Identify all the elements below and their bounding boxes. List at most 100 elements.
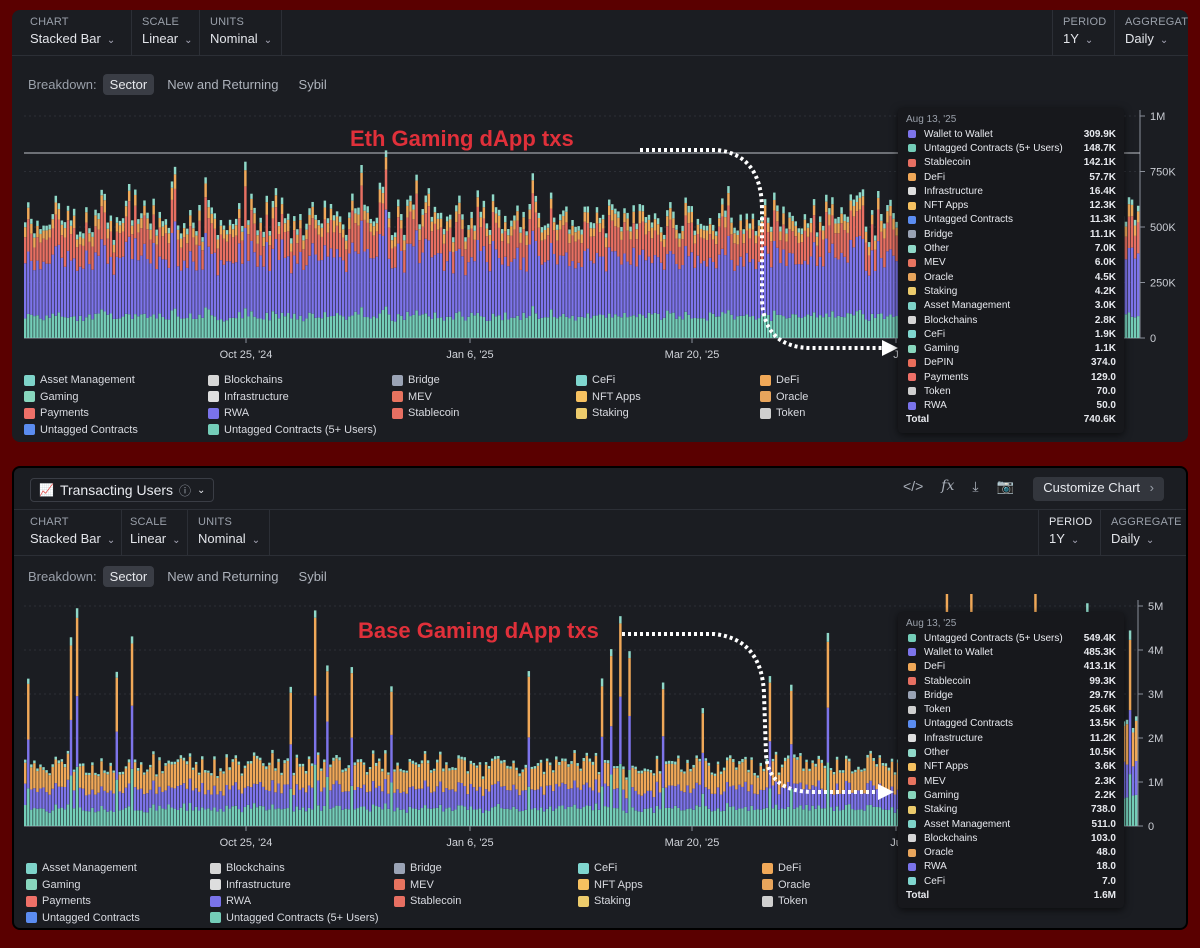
bar-segment-defi[interactable] bbox=[644, 222, 648, 235]
bar-segment-defi[interactable] bbox=[848, 761, 851, 783]
bar-segment-untagged_5plus[interactable] bbox=[522, 312, 525, 338]
bar-segment-stablecoin[interactable] bbox=[458, 214, 461, 249]
bar-segment-stablecoin[interactable] bbox=[121, 231, 125, 257]
bar-segment-wallet_to_wallet[interactable] bbox=[585, 782, 589, 806]
bar-segment-wallet_to_wallet[interactable] bbox=[516, 247, 519, 316]
bar-segment-other[interactable] bbox=[768, 676, 772, 683]
bar-segment-other[interactable] bbox=[136, 768, 140, 771]
bar-segment-untagged_5plus[interactable] bbox=[568, 318, 571, 338]
bar-segment-other[interactable] bbox=[63, 222, 67, 229]
bar-segment-wallet_to_wallet[interactable] bbox=[497, 781, 500, 804]
bar-segment-untagged_5plus[interactable] bbox=[530, 809, 534, 826]
bar-segment-stablecoin[interactable] bbox=[815, 245, 819, 266]
bar-segment-untagged_5plus[interactable] bbox=[527, 786, 531, 826]
bar-segment-other[interactable] bbox=[143, 200, 146, 206]
bar-segment-wallet_to_wallet[interactable] bbox=[595, 252, 599, 316]
bar-segment-other[interactable] bbox=[1125, 719, 1129, 725]
bar-segment-wallet_to_wallet[interactable] bbox=[433, 255, 437, 313]
bar-segment-wallet_to_wallet[interactable] bbox=[326, 256, 330, 317]
bar-segment-other[interactable] bbox=[283, 218, 287, 224]
bar-segment-untagged_5plus[interactable] bbox=[452, 319, 455, 338]
bar-segment-untagged_5plus[interactable] bbox=[607, 313, 611, 338]
bar-segment-wallet_to_wallet[interactable] bbox=[1130, 247, 1134, 317]
bar-segment-defi[interactable] bbox=[243, 768, 247, 788]
bar-segment-stablecoin[interactable] bbox=[589, 236, 593, 261]
bar-segment-wallet_to_wallet[interactable] bbox=[213, 252, 217, 317]
bar-segment-wallet_to_wallet[interactable] bbox=[515, 789, 518, 809]
bar-segment-defi[interactable] bbox=[310, 765, 314, 788]
bar-segment-wallet_to_wallet[interactable] bbox=[622, 789, 625, 811]
bar-segment-stablecoin[interactable] bbox=[488, 244, 492, 272]
bar-segment-other[interactable] bbox=[442, 228, 446, 235]
bar-segment-other[interactable] bbox=[796, 757, 799, 760]
bar-segment-other[interactable] bbox=[470, 211, 473, 219]
bar-segment-wallet_to_wallet[interactable] bbox=[561, 782, 564, 806]
bar-segment-defi[interactable] bbox=[877, 197, 880, 210]
bar-segment-defi[interactable] bbox=[843, 220, 846, 231]
bar-segment-other[interactable] bbox=[369, 218, 372, 224]
bar-segment-untagged_5plus[interactable] bbox=[133, 810, 137, 826]
bar-segment-defi[interactable] bbox=[849, 200, 852, 211]
bar-segment-other[interactable] bbox=[684, 197, 687, 203]
bar-segment-wallet_to_wallet[interactable] bbox=[127, 236, 131, 315]
bar-segment-untagged_5plus[interactable] bbox=[780, 808, 784, 826]
bar-segment-other[interactable] bbox=[338, 216, 342, 223]
bar-segment-stablecoin[interactable] bbox=[638, 223, 642, 255]
bar-segment-other[interactable] bbox=[1134, 716, 1138, 721]
bar-segment-other[interactable] bbox=[231, 759, 234, 762]
bar-segment-defi[interactable] bbox=[869, 753, 872, 781]
bar-segment-untagged_5plus[interactable] bbox=[365, 809, 369, 826]
bar-segment-wallet_to_wallet[interactable] bbox=[140, 255, 143, 315]
bar-segment-untagged_5plus[interactable] bbox=[54, 315, 58, 338]
bar-segment-untagged_5plus[interactable] bbox=[112, 318, 116, 338]
bar-segment-defi[interactable] bbox=[494, 213, 498, 223]
bar-segment-defi[interactable] bbox=[79, 236, 82, 245]
bar-segment-wallet_to_wallet[interactable] bbox=[536, 789, 540, 811]
bar-segment-untagged_5plus[interactable] bbox=[708, 312, 712, 338]
bar-segment-wallet_to_wallet[interactable] bbox=[568, 266, 571, 319]
bar-segment-stablecoin[interactable] bbox=[48, 237, 51, 264]
bar-segment-defi[interactable] bbox=[461, 219, 464, 229]
bar-segment-wallet_to_wallet[interactable] bbox=[75, 270, 79, 321]
bar-segment-wallet_to_wallet[interactable] bbox=[542, 794, 546, 812]
bar-segment-untagged_5plus[interactable] bbox=[421, 314, 424, 338]
bar-segment-defi[interactable] bbox=[164, 224, 168, 234]
bar-segment-untagged_5plus[interactable] bbox=[715, 316, 718, 338]
bar-segment-untagged_5plus[interactable] bbox=[536, 810, 540, 826]
bar-segment-other[interactable] bbox=[103, 193, 106, 201]
bar-segment-defi[interactable] bbox=[393, 771, 396, 793]
bar-segment-stablecoin[interactable] bbox=[66, 220, 70, 251]
bar-segment-wallet_to_wallet[interactable] bbox=[887, 793, 891, 811]
bar-segment-untagged_5plus[interactable] bbox=[841, 809, 845, 826]
bar-segment-other[interactable] bbox=[745, 213, 749, 220]
bar-segment-wallet_to_wallet[interactable] bbox=[329, 248, 333, 317]
bar-segment-other[interactable] bbox=[491, 194, 495, 202]
bar-segment-other[interactable] bbox=[652, 773, 656, 776]
bar-segment-untagged_5plus[interactable] bbox=[877, 313, 880, 338]
bar-segment-defi[interactable] bbox=[725, 760, 729, 782]
bar-segment-wallet_to_wallet[interactable] bbox=[634, 790, 637, 811]
bar-segment-untagged_5plus[interactable] bbox=[292, 811, 296, 826]
bar-segment-other[interactable] bbox=[614, 208, 617, 214]
bar-segment-wallet_to_wallet[interactable] bbox=[48, 263, 51, 318]
bar-segment-wallet_to_wallet[interactable] bbox=[66, 779, 70, 805]
bar-segment-wallet_to_wallet[interactable] bbox=[619, 696, 622, 764]
bar-segment-wallet_to_wallet[interactable] bbox=[45, 792, 48, 812]
bar-segment-other[interactable] bbox=[124, 766, 128, 769]
bar-segment-wallet_to_wallet[interactable] bbox=[799, 782, 802, 806]
bar-segment-untagged_5plus[interactable] bbox=[201, 807, 204, 826]
bar-segment-defi[interactable] bbox=[201, 759, 204, 783]
bar-segment-other[interactable] bbox=[286, 213, 290, 220]
bar-segment-defi[interactable] bbox=[790, 690, 793, 745]
bar-segment-wallet_to_wallet[interactable] bbox=[286, 784, 289, 809]
bar-segment-untagged_5plus[interactable] bbox=[354, 311, 357, 338]
bar-segment-untagged_5plus[interactable] bbox=[570, 806, 573, 826]
bar-segment-stablecoin[interactable] bbox=[828, 225, 831, 253]
bar-segment-defi[interactable] bbox=[625, 779, 628, 799]
bar-segment-other[interactable] bbox=[860, 769, 863, 772]
bar-segment-wallet_to_wallet[interactable] bbox=[892, 255, 895, 317]
bar-segment-other[interactable] bbox=[121, 771, 125, 775]
bar-segment-defi[interactable] bbox=[124, 206, 128, 217]
legend-item[interactable]: Asset Management bbox=[24, 374, 135, 386]
bar-segment-untagged_5plus[interactable] bbox=[146, 317, 149, 338]
